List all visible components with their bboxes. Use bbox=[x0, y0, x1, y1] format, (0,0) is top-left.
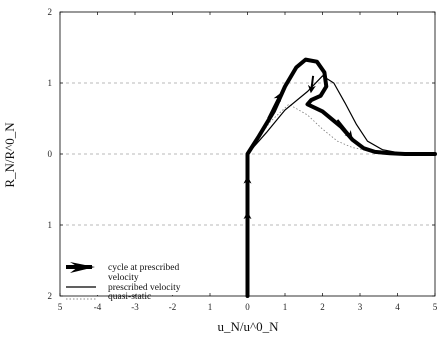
legend-box bbox=[62, 255, 204, 295]
x-tick-label-7: 2 bbox=[320, 302, 325, 312]
cycle-arrow-4 bbox=[307, 75, 316, 94]
cycle-arrow-5 bbox=[336, 119, 353, 139]
x-tick-label-1: -4 bbox=[94, 302, 102, 312]
x-tick-label-6: 1 bbox=[283, 302, 288, 312]
y-tick-label-3: 1 bbox=[48, 220, 53, 230]
y-tick-label-4: 2 bbox=[48, 291, 53, 301]
x-tick-label-8: 3 bbox=[358, 302, 363, 312]
x-tick-label-2: -3 bbox=[131, 302, 139, 312]
legend-label-quasistatic: quasi-static bbox=[108, 292, 151, 302]
x-axis-label: u_N/u^0_N bbox=[218, 319, 280, 334]
x-tick-label-10: 5 bbox=[433, 302, 438, 312]
cycle-arrow-3 bbox=[267, 92, 281, 119]
legend-label-cycle-line2: velocity bbox=[108, 273, 139, 283]
legend-label-cycle: cycle at prescribed bbox=[108, 263, 179, 273]
legend: cycle at prescribed velocity prescribed … bbox=[62, 255, 204, 302]
y-tick-label-0: 2 bbox=[48, 7, 53, 17]
legend-label-prescribed: prescribed velocity bbox=[108, 283, 181, 293]
y-tick-label-1: 1 bbox=[48, 78, 53, 88]
x-tick-label-9: 4 bbox=[395, 302, 400, 312]
y-axis-label: R_N/R^0_N bbox=[2, 122, 17, 188]
x-tick-label-0: 5 bbox=[58, 302, 63, 312]
y-tick-label-2: 0 bbox=[48, 149, 53, 159]
x-tick-label-5: 0 bbox=[245, 302, 250, 312]
x-tick-label-4: 1 bbox=[208, 302, 213, 312]
series-prescribed-velocity-line bbox=[247, 75, 436, 155]
x-tick-label-3: -2 bbox=[169, 302, 177, 312]
series-group bbox=[243, 57, 437, 298]
